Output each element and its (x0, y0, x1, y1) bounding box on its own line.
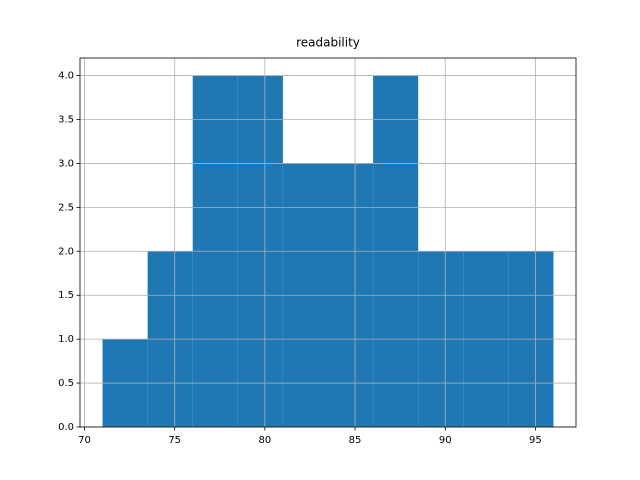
y-tick-label: 3.0 (58, 158, 74, 169)
axes-frame (79, 57, 577, 428)
y-tick-label: 3.5 (58, 115, 74, 126)
x-tick-label: 70 (78, 435, 91, 446)
chart-title: readability (296, 36, 360, 50)
x-tick-label: 85 (349, 435, 362, 446)
y-tick-label: 0.5 (58, 378, 74, 389)
y-tick-label: 0.0 (58, 422, 74, 433)
y-tick-label: 2.0 (58, 246, 74, 257)
x-tick-label: 75 (168, 435, 181, 446)
x-tick-label: 90 (439, 435, 452, 446)
y-tick-label: 1.0 (58, 334, 74, 345)
x-tick-label: 95 (529, 435, 542, 446)
y-tick-label: 4.0 (58, 71, 74, 82)
x-tick-label: 80 (259, 435, 272, 446)
y-tick-label: 2.5 (58, 202, 74, 213)
y-tick-label: 1.5 (58, 290, 74, 301)
